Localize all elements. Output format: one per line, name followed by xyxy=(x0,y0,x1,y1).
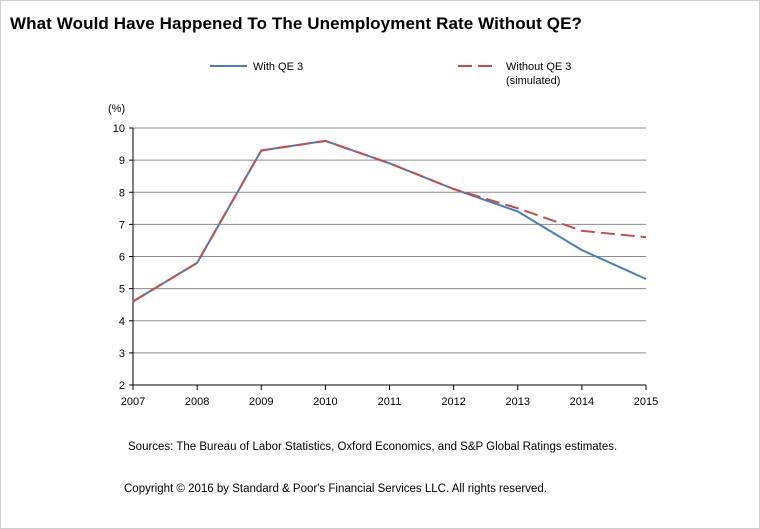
y-tick-label: 4 xyxy=(119,316,125,328)
x-tick-label: 2009 xyxy=(249,396,273,408)
y-tick-label: 8 xyxy=(119,187,125,199)
x-tick-label: 2010 xyxy=(313,396,337,408)
legend-label-without-qe3: Without QE 3 xyxy=(506,61,571,73)
y-tick-label: 9 xyxy=(119,155,125,167)
x-tick-label: 2008 xyxy=(185,396,209,408)
legend: With QE 3 Without QE 3 (simulated) xyxy=(210,61,571,87)
x-tick-label: 2007 xyxy=(121,396,145,408)
x-tick-label: 2013 xyxy=(506,396,530,408)
y-tick-label: 6 xyxy=(119,252,125,264)
y-tick-label: 5 xyxy=(119,284,125,296)
legend-label-without-qe3-note: (simulated) xyxy=(506,75,560,87)
y-tick-label: 2 xyxy=(119,380,125,392)
axes: 2 3 4 5 6 7 8 9 10 2007 2008 2009 2010 2011 2012 2013 20… xyxy=(113,123,658,408)
sources-note: Sources: The Bureau of Labor Statistics,… xyxy=(128,441,618,453)
x-tick-label: 2015 xyxy=(634,396,658,408)
x-tick-label: 2012 xyxy=(441,396,465,408)
x-tick-label: 2011 xyxy=(378,396,402,408)
y-tick-label: 7 xyxy=(119,219,125,231)
series-lines xyxy=(132,139,647,303)
y-axis-unit-label: (%) xyxy=(108,103,125,115)
y-tick-label: 3 xyxy=(119,348,125,360)
series-line-without-qe3 xyxy=(132,139,647,303)
grid-lines xyxy=(133,127,646,386)
copyright-note: Copyright © 2016 by Standard & Poor's Fi… xyxy=(124,483,547,495)
legend-label-with-qe3: With QE 3 xyxy=(253,61,303,73)
chart-title: What Would Have Happened To The Unemploy… xyxy=(10,14,582,33)
y-tick-label: 10 xyxy=(113,123,125,135)
x-tick-label: 2014 xyxy=(570,396,594,408)
series-line-with-qe3 xyxy=(132,139,647,303)
